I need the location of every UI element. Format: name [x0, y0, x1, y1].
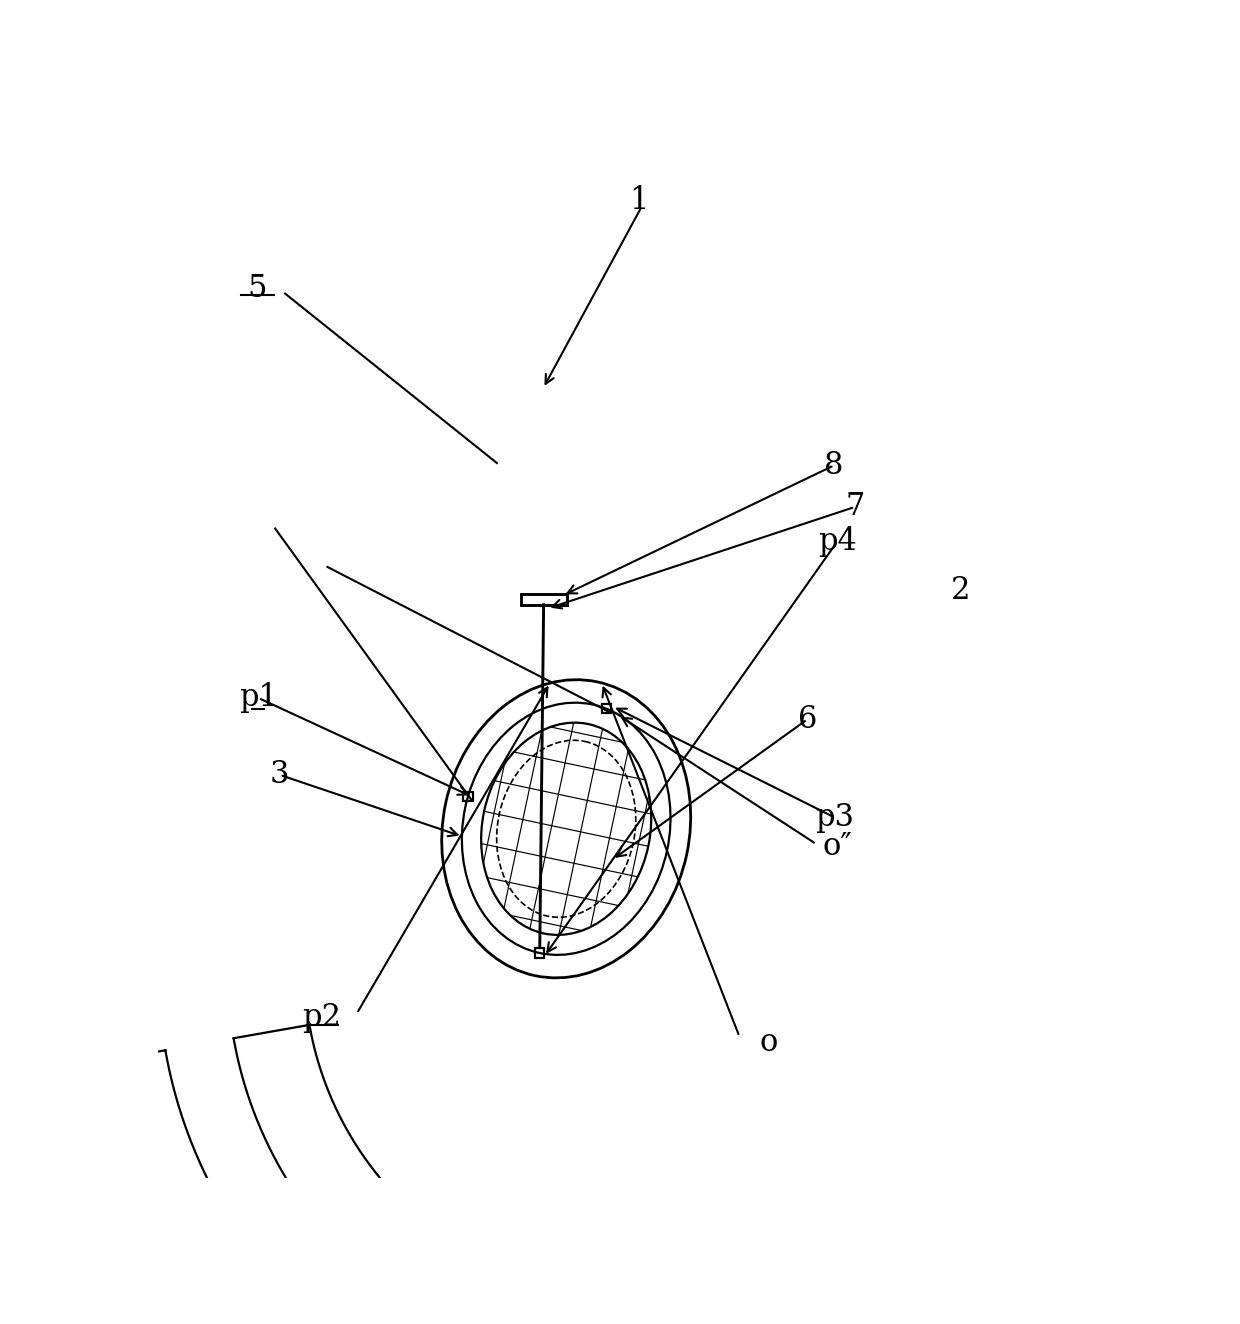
Text: p1: p1 [238, 682, 278, 714]
Text: 2: 2 [951, 575, 970, 605]
Bar [521, 594, 567, 605]
Bar [536, 948, 544, 957]
Text: o″: o″ [822, 831, 852, 862]
Text: 1: 1 [630, 185, 649, 216]
Text: p3: p3 [815, 802, 853, 833]
Text: 7: 7 [846, 491, 864, 523]
Text: 8: 8 [825, 450, 844, 481]
Text: o: o [760, 1027, 777, 1058]
Text: 5: 5 [247, 273, 267, 303]
Text: p2: p2 [303, 1002, 341, 1033]
Text: 6: 6 [797, 704, 817, 735]
Bar [601, 704, 611, 714]
Text: p4: p4 [818, 526, 857, 557]
Bar [464, 792, 472, 801]
Bar [387, 1197, 401, 1242]
Text: 3: 3 [270, 760, 289, 790]
